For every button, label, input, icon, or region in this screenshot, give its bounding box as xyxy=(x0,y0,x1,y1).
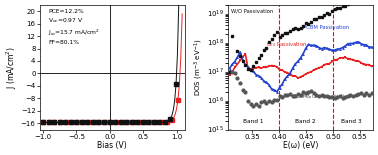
Y-axis label: J (mA/cm$^2$): J (mA/cm$^2$) xyxy=(5,46,19,89)
X-axis label: E(ω) (eV): E(ω) (eV) xyxy=(283,141,318,150)
Text: PCBM Passivation: PCBM Passivation xyxy=(304,25,350,30)
Text: Band 2: Band 2 xyxy=(295,119,316,124)
Text: PCE=12.2%
V$_{oc}$=0.97 V
J$_{sc}$=15.7 mA/cm$^2$
FF=80.1%: PCE=12.2% V$_{oc}$=0.97 V J$_{sc}$=15.7 … xyxy=(48,9,100,45)
Text: Band 1: Band 1 xyxy=(243,119,263,124)
Text: W/O Passivation: W/O Passivation xyxy=(231,9,273,14)
Y-axis label: DOS (m$^{-3}$ eV$^{-1}$): DOS (m$^{-3}$ eV$^{-1}$) xyxy=(193,38,206,96)
Text: C$_{60}$ Passivation: C$_{60}$ Passivation xyxy=(266,40,307,49)
Text: Band 3: Band 3 xyxy=(341,119,362,124)
X-axis label: Bias (V): Bias (V) xyxy=(98,141,127,150)
Text: PCBM&C$_{60}$ Passivation: PCBM&C$_{60}$ Passivation xyxy=(292,92,352,101)
